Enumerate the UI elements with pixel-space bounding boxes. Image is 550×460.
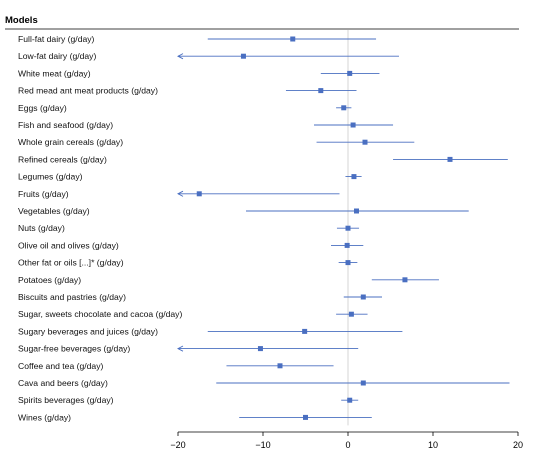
- point-estimate: [360, 294, 366, 300]
- row-label: Fish and seafood (g/day): [18, 120, 113, 130]
- forest-row: Eggs (g/day): [18, 103, 352, 113]
- row-label: Full-fat dairy (g/day): [18, 34, 95, 44]
- point-estimate: [240, 53, 246, 59]
- point-estimate: [347, 397, 353, 403]
- x-axis: −20 −10 0 10 20: [170, 431, 523, 450]
- point-estimate: [447, 156, 453, 162]
- row-label: Vegetables (g/day): [18, 206, 90, 216]
- row-label: Eggs (g/day): [18, 103, 67, 113]
- row-label: Cava and beers (g/day): [18, 378, 108, 388]
- forest-row: Biscuits and pastries (g/day): [18, 292, 382, 302]
- forest-row: White meat (g/day): [18, 68, 380, 78]
- forest-row: Fish and seafood (g/day): [18, 120, 394, 130]
- forest-row: Potatoes (g/day): [18, 275, 439, 285]
- forest-row: Sugar-free beverages (g/day): [18, 344, 359, 354]
- truncation-arrow-icon: [177, 53, 184, 60]
- row-label: Coffee and tea (g/day): [18, 361, 103, 371]
- point-estimate: [341, 105, 347, 111]
- row-label: Legumes (g/day): [18, 172, 83, 182]
- forest-row: Wines (g/day): [18, 412, 372, 422]
- truncation-arrow-icon: [177, 345, 184, 352]
- x-tick-label: 0: [345, 440, 350, 450]
- point-estimate: [347, 70, 353, 76]
- row-label: Wines (g/day): [18, 412, 71, 422]
- row-label: Spirits beverages (g/day): [18, 395, 114, 405]
- forest-row: Cava and beers (g/day): [18, 378, 510, 388]
- row-label: Red mead ant meat products (g/day): [18, 86, 158, 96]
- point-estimate: [348, 311, 354, 317]
- truncation-arrow-icon: [177, 190, 184, 197]
- point-estimate: [345, 260, 351, 266]
- x-tick-label: 10: [428, 440, 438, 450]
- point-estimate: [345, 225, 351, 231]
- forest-row: Red mead ant meat products (g/day): [18, 86, 357, 96]
- forest-row: Sugary beverages and juices (g/day): [18, 326, 403, 336]
- point-estimate: [351, 174, 357, 180]
- point-estimate: [354, 208, 359, 214]
- point-estimate: [303, 414, 308, 420]
- point-estimate: [360, 380, 366, 386]
- point-estimate: [344, 242, 350, 248]
- point-estimate: [350, 122, 356, 128]
- forest-row: Low-fat dairy (g/day): [18, 51, 399, 61]
- row-label: Other fat or oils [...]* (g/day): [18, 258, 124, 268]
- row-label: Olive oil and olives (g/day): [18, 240, 119, 250]
- forest-row: Nuts (g/day): [18, 223, 360, 233]
- point-estimate: [257, 346, 263, 352]
- row-label: Sugar-free beverages (g/day): [18, 344, 130, 354]
- row-label: Potatoes (g/day): [18, 275, 81, 285]
- point-estimate: [302, 328, 308, 334]
- row-label: Whole grain cereals (g/day): [18, 137, 123, 147]
- point-estimate: [277, 363, 283, 369]
- row-label: Biscuits and pastries (g/day): [18, 292, 126, 302]
- forest-row: Other fat or oils [...]* (g/day): [18, 258, 358, 268]
- row-label: Sugary beverages and juices (g/day): [18, 326, 158, 336]
- row-label: White meat (g/day): [18, 68, 91, 78]
- x-tick-label: −20: [170, 440, 185, 450]
- models-header: Models: [5, 15, 38, 26]
- forest-row: Legumes (g/day): [18, 172, 362, 182]
- forest-row: Refined cereals (g/day): [18, 154, 508, 164]
- forest-row: Vegetables (g/day): [18, 206, 469, 216]
- x-tick-label: −10: [255, 440, 270, 450]
- row-label: Low-fat dairy (g/day): [18, 51, 96, 61]
- forest-row: Full-fat dairy (g/day): [18, 34, 377, 44]
- row-label: Fruits (g/day): [18, 189, 69, 199]
- forest-row: Whole grain cereals (g/day): [18, 137, 415, 147]
- point-estimate: [290, 36, 296, 42]
- forest-row: Fruits (g/day): [18, 189, 340, 199]
- forest-row: Sugar, sweets chocolate and cacoa (g/day…: [18, 309, 368, 319]
- point-estimate: [362, 139, 368, 145]
- forest-row: Coffee and tea (g/day): [18, 361, 334, 371]
- row-label: Nuts (g/day): [18, 223, 65, 233]
- point-estimate: [402, 277, 408, 283]
- row-label: Sugar, sweets chocolate and cacoa (g/day…: [18, 309, 182, 319]
- point-estimate: [196, 191, 202, 197]
- forest-row: Olive oil and olives (g/day): [18, 240, 364, 250]
- x-tick-label: 20: [513, 440, 523, 450]
- forest-row: Spirits beverages (g/day): [18, 395, 359, 405]
- row-label: Refined cereals (g/day): [18, 154, 107, 164]
- point-estimate: [318, 88, 324, 94]
